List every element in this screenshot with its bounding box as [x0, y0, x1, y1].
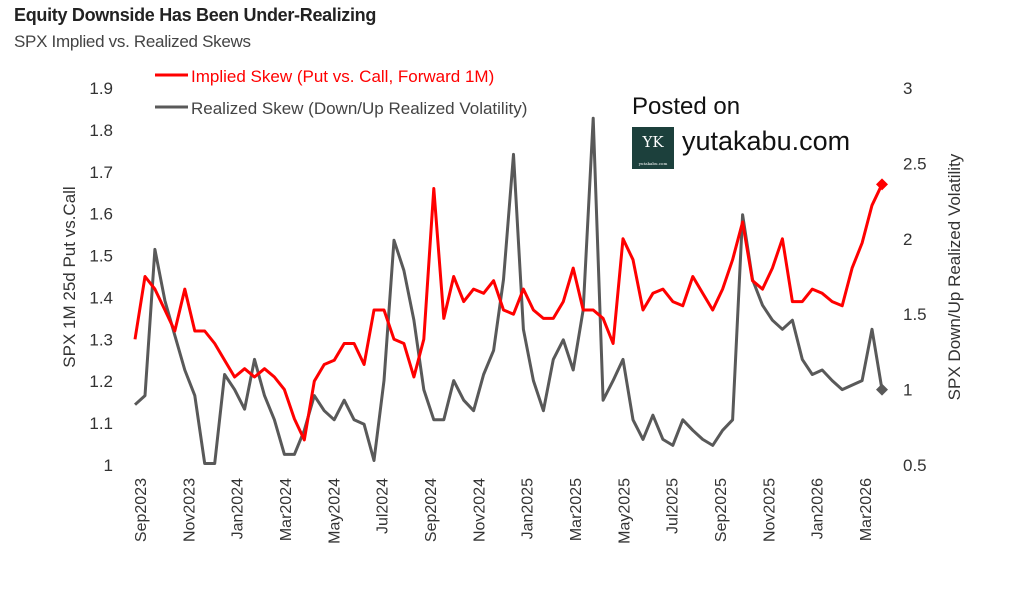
y-tick-label: 1.8	[89, 121, 113, 140]
x-tick-label: May2024	[326, 478, 343, 544]
x-tick-label: Mar2026	[858, 478, 875, 541]
x-tick-label: Mar2024	[278, 478, 295, 541]
legend-label-implied: Implied Skew (Put vs. Call, Forward 1M)	[191, 67, 494, 86]
watermark-site: yutakabu.com	[682, 126, 851, 156]
y-tick-label: 1.5	[89, 247, 113, 266]
x-tick-label: Jan2026	[810, 478, 827, 539]
y2-tick-label: 1.5	[903, 305, 927, 324]
legend: Implied Skew (Put vs. Call, Forward 1M) …	[155, 67, 527, 118]
y-tick-label: 1.2	[89, 372, 113, 391]
legend-label-realized: Realized Skew (Down/Up Realized Volatili…	[191, 99, 527, 118]
x-tick-label: Sep2024	[423, 478, 440, 542]
y-tick-label: 1.7	[89, 163, 113, 182]
y-tick-label: 1.6	[89, 205, 113, 224]
series-line-implied-skew	[133, 183, 884, 442]
watermark-logo: YK yutakabu.com	[632, 127, 674, 169]
y2-tick-label: 2	[903, 230, 912, 249]
y-tick-label: 1.9	[89, 79, 113, 98]
y-tick-label: 1.3	[89, 330, 113, 349]
x-tick-label: Mar2025	[568, 478, 585, 541]
x-tick-label: Jul2025	[665, 478, 682, 534]
x-tick-label: Jul2024	[375, 478, 392, 534]
y2-tick-label: 0.5	[903, 456, 927, 475]
series-line-realized-skew	[133, 116, 884, 465]
y2-tick-label: 2.5	[903, 154, 927, 173]
chart-subtitle: SPX Implied vs. Realized Skews	[14, 32, 251, 51]
y-axis-title: SPX 1M 25d Put vs.Call	[60, 186, 79, 367]
x-tick-label: Nov2024	[471, 478, 488, 542]
x-tick-label: Sep2025	[713, 478, 730, 542]
y2-axis-title: SPX Down/Up Realized Volatility	[945, 153, 964, 400]
x-tick-label: Nov2023	[181, 478, 198, 542]
x-tick-label: Jan2024	[230, 478, 247, 539]
y-tick-label: 1	[104, 456, 113, 475]
x-tick-label: Sep2023	[133, 478, 150, 542]
x-tick-label: Nov2025	[761, 478, 778, 542]
watermark-posted-on: Posted on	[632, 93, 741, 120]
y-tick-label: 1.1	[89, 414, 113, 433]
chart-title: Equity Downside Has Been Under-Realizing	[14, 5, 377, 25]
y2-tick-label: 3	[903, 79, 912, 98]
end-marker-realized-skew	[876, 383, 888, 396]
y-tick-label: 1.4	[89, 288, 113, 307]
y2-tick-label: 1	[903, 381, 912, 400]
end-marker-implied-skew	[876, 178, 888, 191]
x-tick-label: May2025	[616, 478, 633, 544]
x-tick-label: Jan2025	[520, 478, 537, 539]
